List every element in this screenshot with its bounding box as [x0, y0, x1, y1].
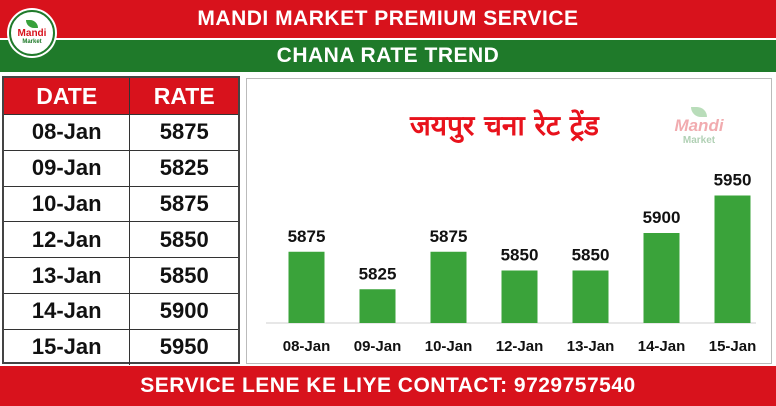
bar-value-label: 5850 — [572, 246, 610, 265]
rate-cell: 5950 — [159, 334, 209, 360]
bar-value-label: 5875 — [288, 227, 326, 246]
date-cell: 09-Jan — [4, 150, 131, 186]
date-cell: 13-Jan — [4, 258, 131, 293]
bar-value-label: 5875 — [430, 227, 468, 246]
chart-bar — [501, 270, 538, 323]
leaf-icon — [26, 20, 38, 28]
x-tick-label: 12-Jan — [496, 338, 544, 355]
bar-value-label: 5850 — [501, 246, 539, 265]
rate-cell: 5875 — [159, 190, 209, 216]
x-tick-label: 13-Jan — [567, 338, 615, 355]
table-row: 08-Jan 5875 — [4, 114, 238, 150]
chart-bar — [643, 233, 680, 323]
table-row: 13-Jan 5850 — [4, 257, 238, 293]
rate-cell: 5850 — [159, 226, 209, 252]
chart-bar — [714, 195, 751, 323]
x-tick-label: 15-Jan — [709, 338, 757, 355]
table-row: 15-Jan 5950 — [4, 328, 238, 365]
bar-value-label: 5825 — [359, 264, 397, 283]
date-column-header: DATE — [4, 78, 131, 114]
mandi-market-watermark: Mandi Market — [663, 107, 735, 157]
bar-value-label: 5900 — [643, 208, 681, 227]
table-row: 14-Jan 5900 — [4, 292, 238, 329]
table-row: 10-Jan 5875 — [4, 185, 238, 222]
date-cell: 15-Jan — [4, 329, 131, 365]
rate-cell: 5900 — [159, 298, 209, 324]
date-cell: 14-Jan — [4, 293, 131, 329]
date-cell: 08-Jan — [4, 115, 131, 150]
top-banner: MANDI MARKET PREMIUM SERVICE — [0, 0, 776, 38]
chart-bar — [359, 289, 396, 323]
chart-bar — [572, 270, 609, 323]
mandi-market-logo: Mandi Market — [9, 10, 55, 56]
chart-section-title: CHANA RATE TREND — [276, 44, 500, 67]
rate-cell: 5850 — [159, 262, 209, 288]
chart-bar — [288, 251, 325, 323]
date-cell: 10-Jan — [4, 186, 131, 222]
table-header: DATE RATE — [4, 78, 238, 114]
chart-title: जयपुर चना रेट ट्रेंड — [410, 109, 599, 142]
date-cell: 12-Jan — [4, 222, 131, 258]
subheader-banner: CHANA RATE TREND — [0, 38, 776, 74]
table-row: 09-Jan 5825 — [4, 149, 238, 186]
logo-title: Mandi — [17, 28, 47, 39]
leaf-icon — [691, 107, 707, 117]
rate-table: DATE RATE 08-Jan 5875 09-Jan 5825 10-Jan… — [2, 76, 240, 365]
x-tick-label: 10-Jan — [425, 338, 473, 355]
rate-cell: 5825 — [159, 155, 209, 181]
service-title: MANDI MARKET PREMIUM SERVICE — [197, 7, 579, 30]
x-tick-label: 14-Jan — [638, 338, 686, 355]
x-tick-label: 08-Jan — [283, 338, 331, 355]
contact-banner: SERVICE LENE KE LIYE CONTACT: 9729757540 — [0, 366, 776, 406]
logo-subtitle: Market — [22, 39, 42, 45]
x-tick-label: 09-Jan — [354, 338, 402, 355]
bar-value-label: 5950 — [714, 171, 752, 190]
watermark-subtitle: Market — [682, 135, 716, 146]
rate-cell: 5875 — [159, 119, 209, 145]
table-row: 12-Jan 5850 — [4, 221, 238, 258]
contact-text: SERVICE LENE KE LIYE CONTACT: 9729757540 — [140, 374, 636, 397]
rate-column-header: RATE — [153, 82, 215, 109]
bar-chart: 5875 08-Jan 5825 09-Jan 5875 10-Jan 5850 12-Jan… — [266, 171, 757, 355]
watermark-title: Mandi — [674, 116, 724, 135]
chart-bar — [430, 251, 467, 323]
